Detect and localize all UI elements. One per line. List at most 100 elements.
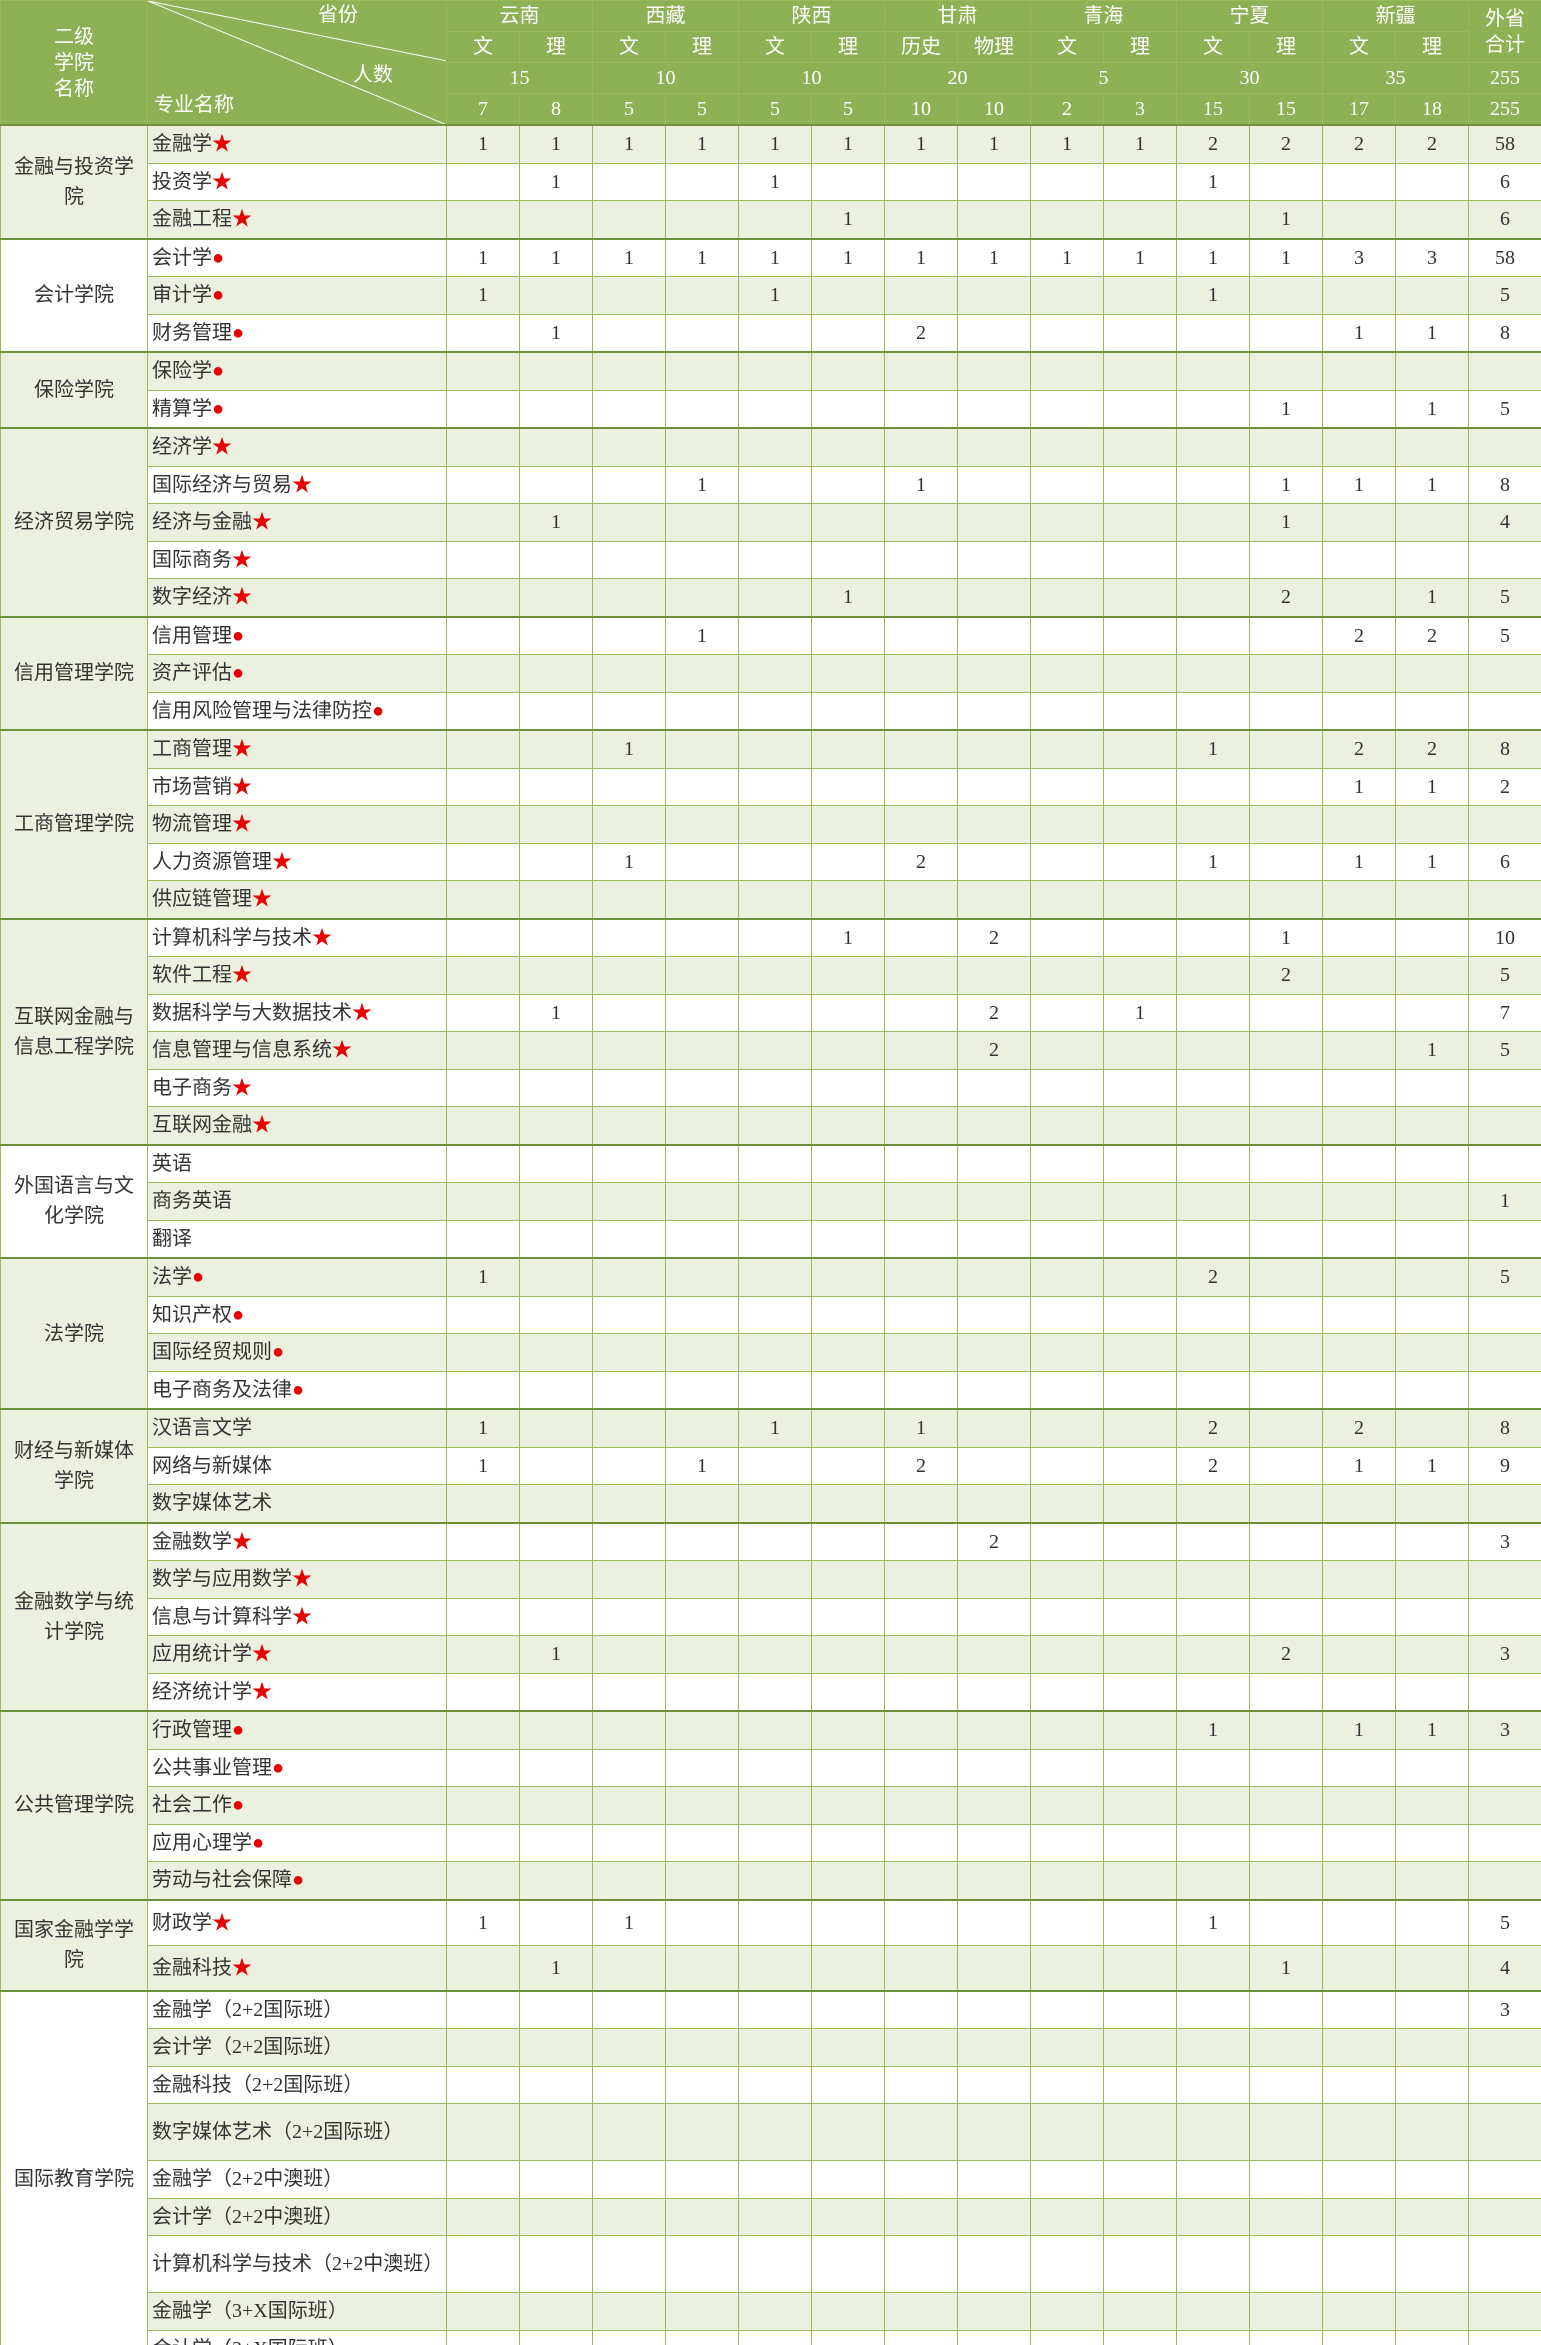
quota-cell bbox=[665, 2197, 739, 2236]
major-row: 会计学（2+2国际班） bbox=[1, 2028, 1541, 2067]
quota-cell bbox=[1395, 1597, 1469, 1636]
major-mark: ● bbox=[372, 699, 385, 722]
quota-cell bbox=[519, 917, 593, 957]
quota-cell bbox=[1249, 162, 1323, 201]
quota-cell bbox=[1030, 654, 1104, 693]
quota-cell bbox=[738, 1521, 812, 1561]
quota-cell bbox=[957, 767, 1031, 806]
major-mark: ★ bbox=[232, 738, 252, 761]
quota-cell bbox=[1103, 2103, 1177, 2161]
quota-cell bbox=[738, 1370, 812, 1410]
quota-cell bbox=[1103, 1786, 1177, 1825]
quota-cell bbox=[665, 1748, 739, 1787]
quota-cell bbox=[1176, 578, 1250, 617]
track-name: 理 bbox=[665, 31, 739, 63]
quota-cell bbox=[446, 1106, 520, 1145]
major-name-text: 数字媒体艺术 bbox=[152, 1492, 272, 1515]
quota-cell: 1 bbox=[1249, 237, 1323, 277]
province-name: 甘肃 bbox=[884, 0, 1031, 32]
quota-cell bbox=[1030, 1989, 1104, 2029]
total-track-quota: 255 bbox=[1468, 93, 1541, 126]
major-name: 商务英语 bbox=[147, 1182, 447, 1221]
quota-cell bbox=[665, 1408, 739, 1448]
major-name: 保险学● bbox=[147, 351, 447, 391]
quota-cell bbox=[1176, 200, 1250, 239]
quota-cell bbox=[957, 427, 1031, 467]
quota-cell bbox=[811, 842, 885, 881]
quota-cell bbox=[957, 313, 1031, 353]
quota-cell: 1 bbox=[1395, 1446, 1469, 1485]
quota-cell: 1 bbox=[1103, 124, 1177, 164]
quota-cell bbox=[592, 1710, 666, 1750]
major-row: 金融学（3+X国际班） bbox=[1, 2292, 1541, 2331]
quota-cell bbox=[665, 2160, 739, 2199]
quota-cell bbox=[665, 1560, 739, 1599]
total-cell: 3 bbox=[1468, 1989, 1541, 2029]
quota-cell bbox=[1030, 1635, 1104, 1674]
quota-cell bbox=[1103, 1333, 1177, 1372]
quota-cell: 1 bbox=[1322, 1710, 1396, 1750]
quota-cell bbox=[1030, 1295, 1104, 1334]
quota-cell bbox=[1030, 1182, 1104, 1221]
province-quota: 30 bbox=[1176, 62, 1323, 94]
total-cell bbox=[1468, 1219, 1541, 1259]
quota-cell bbox=[1322, 691, 1396, 731]
quota-cell bbox=[957, 162, 1031, 201]
quota-cell bbox=[884, 1484, 958, 1523]
major-name-text: 经济学 bbox=[152, 436, 212, 459]
major-row: 公共事业管理● bbox=[1, 1748, 1541, 1787]
quota-cell bbox=[519, 842, 593, 881]
major-name: 供应链管理★ bbox=[147, 880, 447, 919]
quota-cell bbox=[665, 427, 739, 467]
quota-cell bbox=[592, 917, 666, 957]
quota-cell bbox=[1322, 351, 1396, 391]
quota-cell bbox=[957, 1484, 1031, 1523]
major-row: 工商管理学院 工商管理★ 1 1 2 2 8 bbox=[0, 729, 1541, 919]
quota-cell bbox=[738, 1446, 812, 1485]
quota-cell bbox=[884, 1143, 958, 1183]
quota-cell bbox=[592, 351, 666, 391]
quota-cell bbox=[592, 1823, 666, 1862]
college-name: 信用管理学院 bbox=[0, 615, 148, 731]
quota-cell bbox=[1030, 2065, 1104, 2104]
major-name-text: 信息管理与信息系统 bbox=[152, 1039, 332, 1062]
major-name-text: 信用管理 bbox=[152, 624, 232, 647]
quota-cell: 2 bbox=[1322, 615, 1396, 655]
quota-cell bbox=[738, 880, 812, 919]
quota-cell bbox=[884, 1106, 958, 1145]
quota-cell bbox=[1322, 1672, 1396, 1712]
quota-cell bbox=[1103, 1861, 1177, 1900]
quota-cell bbox=[1322, 1068, 1396, 1107]
track-name: 文 bbox=[592, 31, 666, 63]
quota-cell bbox=[811, 540, 885, 579]
quota-cell: 2 bbox=[884, 1446, 958, 1485]
total-cell bbox=[1468, 351, 1541, 391]
quota-cell bbox=[1103, 1257, 1177, 1297]
quota-cell bbox=[811, 1484, 885, 1523]
quota-cell bbox=[1103, 1106, 1177, 1145]
quota-cell bbox=[1103, 842, 1177, 881]
quota-cell bbox=[1322, 1597, 1396, 1636]
quota-cell bbox=[592, 1106, 666, 1145]
quota-cell bbox=[1103, 729, 1177, 769]
quota-cell bbox=[1395, 1635, 1469, 1674]
major-name-text: 软件工程 bbox=[152, 964, 232, 987]
quota-cell bbox=[446, 805, 520, 844]
quota-cell bbox=[665, 313, 739, 353]
quota-cell bbox=[738, 767, 812, 806]
major-row: 互联网金融★ bbox=[1, 1106, 1541, 1145]
quota-cell bbox=[1249, 1031, 1323, 1070]
quota-cell bbox=[738, 1748, 812, 1787]
quota-cell bbox=[665, 1484, 739, 1523]
major-name: 物流管理★ bbox=[147, 805, 447, 844]
header-row: 二级学院名称 省份 人数 专业名称 云南 西藏 陕西 甘肃 青海 宁夏 新疆 外省合计 bbox=[0, 0, 1541, 126]
quota-cell bbox=[519, 615, 593, 655]
quota-cell bbox=[811, 1031, 885, 1070]
major-name: 市场营销★ bbox=[147, 767, 447, 806]
total-cell: 3 bbox=[1468, 1635, 1541, 1674]
quota-cell bbox=[1176, 1861, 1250, 1900]
quota-cell bbox=[738, 313, 812, 353]
track-quota: 5 bbox=[592, 93, 666, 126]
major-row: 供应链管理★ bbox=[1, 880, 1541, 919]
track-name: 文 bbox=[1176, 31, 1250, 63]
